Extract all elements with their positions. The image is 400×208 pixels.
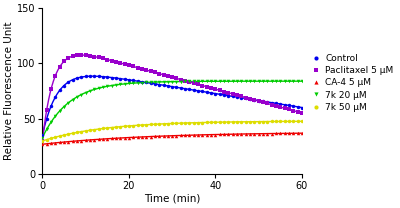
Control	[183, 87, 188, 90]
7k 20 μM	[40, 136, 45, 139]
Line: Paclitaxel 5 μM: Paclitaxel 5 μM	[41, 53, 304, 143]
7k 20 μM	[92, 88, 97, 91]
CA-4 5 μM	[100, 138, 105, 140]
Control	[200, 90, 205, 93]
Control	[135, 80, 140, 82]
7k 50 μM	[131, 124, 136, 127]
7k 50 μM	[196, 121, 200, 124]
Control	[92, 75, 97, 77]
Control	[96, 75, 101, 78]
CA-4 5 μM	[300, 132, 304, 134]
CA-4 5 μM	[92, 138, 97, 141]
7k 50 μM	[265, 120, 270, 123]
7k 50 μM	[40, 140, 45, 142]
7k 20 μM	[178, 80, 183, 83]
7k 20 μM	[265, 80, 270, 82]
Paclitaxel 5 μM	[105, 58, 110, 61]
CA-4 5 μM	[40, 143, 45, 145]
CA-4 5 μM	[131, 136, 136, 139]
X-axis label: Time (min): Time (min)	[144, 194, 200, 204]
Control	[105, 76, 110, 78]
Control	[269, 101, 274, 104]
7k 20 μM	[196, 80, 200, 83]
Line: 7k 50 μM: 7k 50 μM	[41, 120, 304, 143]
CA-4 5 μM	[265, 132, 270, 135]
7k 50 μM	[100, 127, 105, 130]
7k 50 μM	[178, 122, 183, 124]
7k 20 μM	[100, 86, 105, 88]
CA-4 5 μM	[178, 134, 183, 137]
Control	[40, 134, 45, 137]
Y-axis label: Relative Fluorescence Unit: Relative Fluorescence Unit	[4, 22, 14, 160]
Paclitaxel 5 μM	[79, 54, 84, 56]
Legend: Control, Paclitaxel 5 μM, CA-4 5 μM, 7k 20 μM, 7k 50 μM: Control, Paclitaxel 5 μM, CA-4 5 μM, 7k …	[309, 52, 395, 114]
Line: 7k 20 μM: 7k 20 μM	[41, 79, 304, 139]
7k 50 μM	[92, 128, 97, 131]
Paclitaxel 5 μM	[183, 79, 188, 82]
CA-4 5 μM	[196, 134, 200, 136]
7k 20 μM	[131, 82, 136, 84]
Paclitaxel 5 μM	[300, 112, 304, 114]
Paclitaxel 5 μM	[96, 56, 101, 59]
Paclitaxel 5 μM	[135, 66, 140, 69]
Control	[300, 106, 304, 109]
7k 20 μM	[300, 80, 304, 82]
Paclitaxel 5 μM	[269, 103, 274, 106]
Line: Control: Control	[41, 74, 304, 137]
7k 50 μM	[300, 120, 304, 123]
Line: CA-4 5 μM: CA-4 5 μM	[41, 131, 304, 146]
Paclitaxel 5 μM	[200, 84, 205, 87]
Paclitaxel 5 μM	[40, 140, 45, 142]
